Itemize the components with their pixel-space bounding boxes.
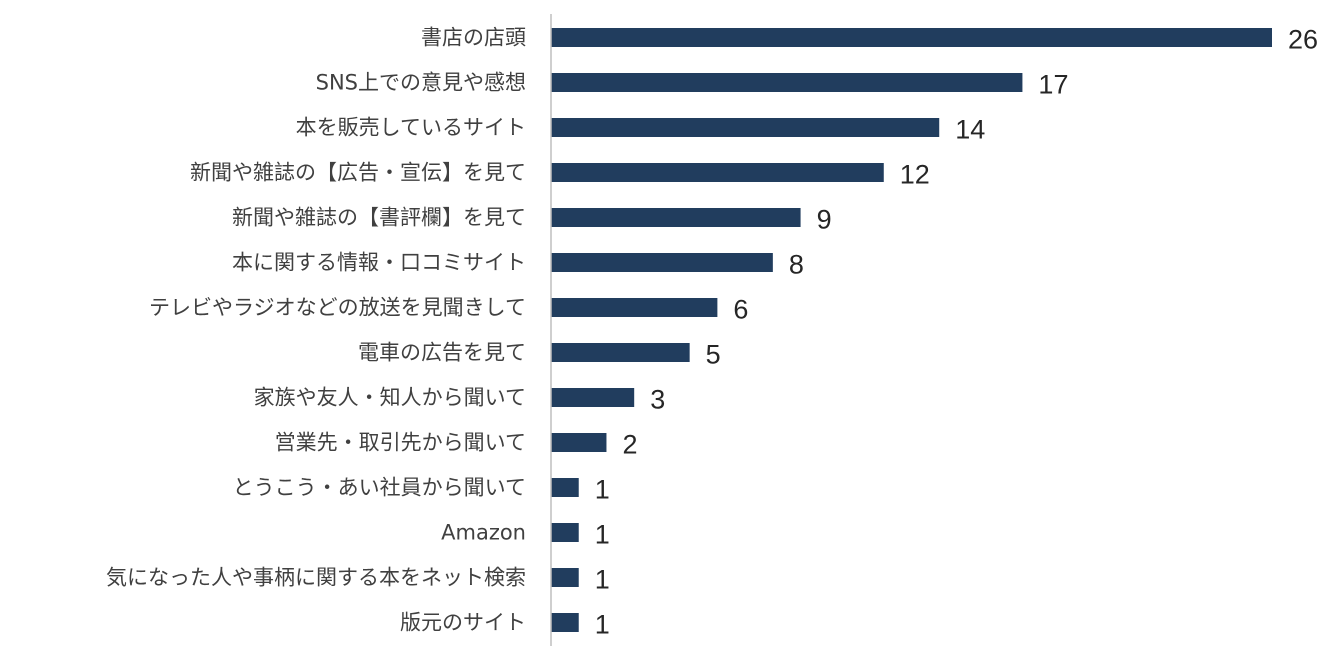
value-label: 1 [595,520,610,550]
category-label: テレビやラジオなどの放送を見聞きして [149,296,526,320]
category-label: 気になった人や事柄に関する本をネット検索 [106,566,526,590]
value-label: 12 [900,160,930,190]
category-label: とうこう・あい社員から聞いて [233,476,526,500]
value-label: 14 [955,115,985,145]
value-label: 5 [706,340,721,370]
value-label: 6 [733,295,748,325]
value-label: 8 [789,250,804,280]
bar [551,298,718,317]
bars-layer [551,28,1272,632]
bar [551,388,635,407]
value-label: 9 [817,205,832,235]
value-label: 3 [650,385,665,415]
value-label: 17 [1038,70,1068,100]
bar [551,433,607,452]
bar [551,208,801,227]
value-label: 26 [1288,25,1318,55]
category-label: Amazon [441,521,526,545]
category-label: 版元のサイト [400,611,526,635]
category-label: SNS上での意見や感想 [316,71,526,95]
category-label: 新聞や雑誌の【書評欄】を見て [232,206,526,230]
value-label: 1 [595,475,610,505]
bar [551,343,690,362]
bar [551,118,940,137]
category-label: 本に関する情報・口コミサイト [232,251,526,275]
bar [551,163,884,182]
category-label: 新聞や雑誌の【広告・宣伝】を見て [190,161,526,185]
category-labels: 書店の店頭 SNS上での意見や感想本を販売しているサイト新聞や雑誌の【広告・宣伝】… [106,26,526,635]
value-label: 2 [622,430,637,460]
bar [551,28,1272,47]
bar [551,523,579,542]
category-label: 書店の店頭 [421,26,526,50]
category-label: 営業先・取引先から聞いて [275,431,526,455]
bar [551,73,1023,92]
category-label: 本を販売しているサイト [296,116,526,140]
value-label: 1 [595,565,610,595]
bar [551,478,579,497]
bar [551,613,579,632]
bar [551,253,773,272]
category-label: 家族や友人・知人から聞いて [254,386,526,410]
bar [551,568,579,587]
category-label: 電車の広告を見て [358,341,526,365]
value-label: 1 [595,610,610,640]
